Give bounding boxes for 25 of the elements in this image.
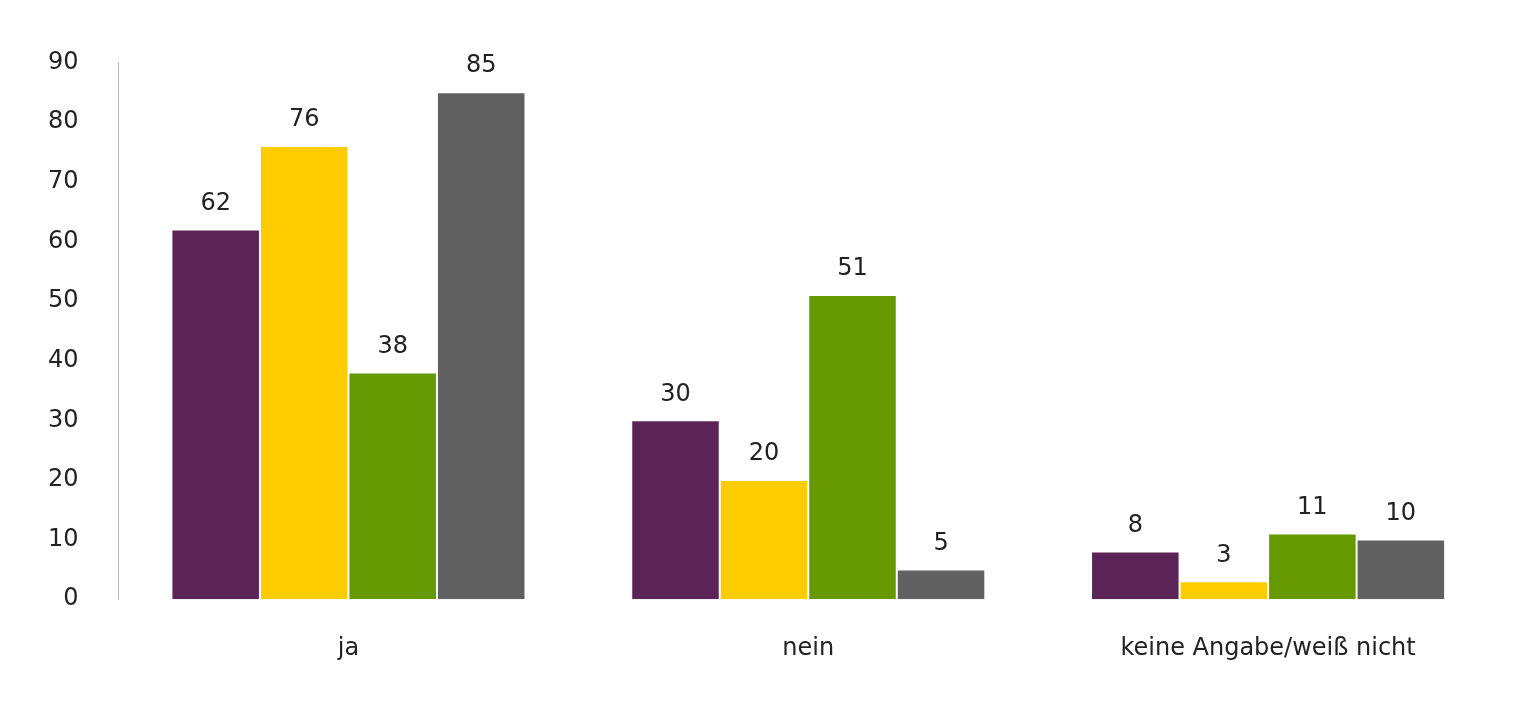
x-tick-label: ja: [336, 632, 360, 661]
data-label: 62: [200, 187, 231, 216]
y-tick-label: 60: [47, 225, 79, 254]
y-tick-label: 0: [63, 583, 79, 612]
y-tick-label: 30: [47, 404, 79, 433]
y-tick-label: 40: [47, 344, 79, 373]
data-label: 3: [1216, 539, 1232, 568]
data-label: 20: [748, 438, 780, 467]
data-label: 11: [1297, 491, 1328, 520]
data-label: 8: [1127, 509, 1143, 538]
y-tick-label: 90: [47, 46, 79, 75]
x-tick-label: keine Angabe/weiß nicht: [1120, 632, 1416, 661]
y-tick-label: 50: [47, 285, 79, 314]
data-label: 5: [933, 527, 949, 556]
y-tick-label: 80: [47, 106, 79, 135]
data-label: 76: [288, 104, 320, 133]
x-tick-label: nein: [782, 632, 835, 661]
data-label: 51: [837, 253, 868, 282]
y-tick-label: 70: [47, 165, 79, 194]
y-tick-label: 10: [47, 523, 79, 552]
y-tick-label: 20: [47, 464, 79, 493]
data-label: 38: [377, 330, 408, 359]
data-label: 30: [660, 378, 691, 407]
data-label: 85: [465, 50, 497, 79]
data-label: 10: [1385, 497, 1417, 526]
